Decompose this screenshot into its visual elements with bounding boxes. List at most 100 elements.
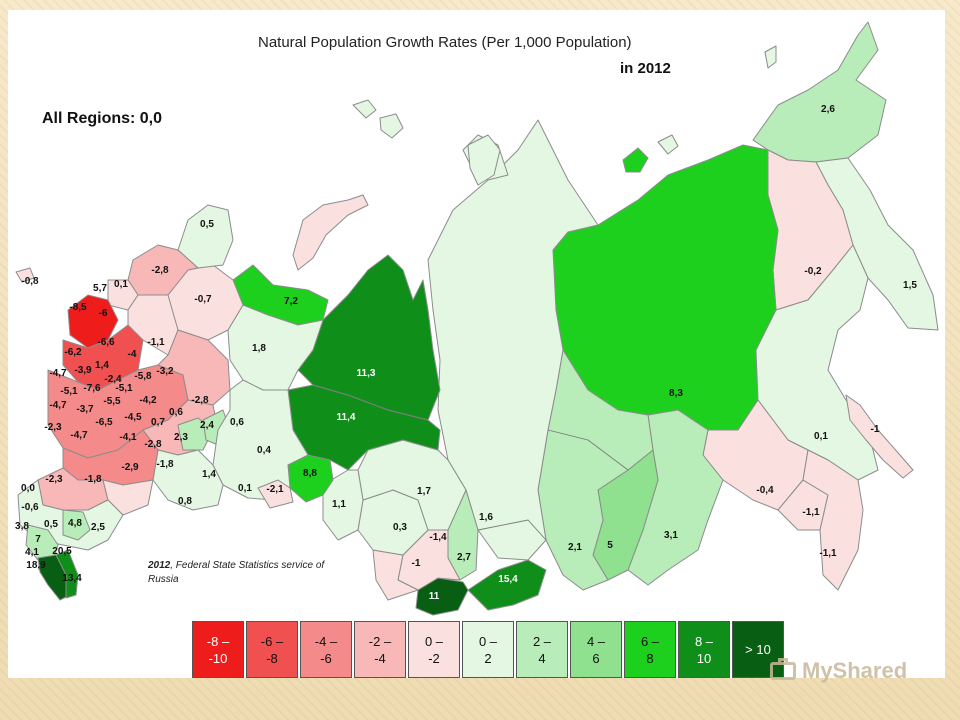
legend-item-bottom: 2 bbox=[484, 650, 492, 666]
legend-item: -4 – -6 bbox=[300, 621, 352, 678]
label-karelia: -2,8 bbox=[151, 265, 169, 276]
label-kbr: 3,8 bbox=[15, 521, 29, 532]
label-kemerovo: -1 bbox=[412, 558, 421, 569]
label-zabaikalsky: 3,1 bbox=[664, 530, 678, 541]
siberia-border-a bbox=[547, 429, 629, 471]
label-khanty: 11,4 bbox=[337, 412, 356, 423]
legend-item-top: 2 – bbox=[532, 633, 552, 649]
label-kamchatka: 1,5 bbox=[903, 280, 917, 291]
legend: -8 – -10 -6 – -8 -4 – -6 -2 – -4 0 – -2 0 –2 2 –4 4 … bbox=[192, 621, 786, 678]
label-mordovia: -4,5 bbox=[124, 412, 142, 423]
region-chukotka bbox=[752, 21, 887, 163]
legend-item-bottom: 10 bbox=[696, 650, 712, 666]
source-note: 2012, Federal State Statistics service o… bbox=[148, 559, 338, 587]
legend-item-top: 0 – bbox=[424, 633, 444, 649]
label-vladimir: -2,4 bbox=[104, 374, 122, 385]
label-smolensk: -4,7 bbox=[49, 368, 67, 379]
label-sakhalin: -1 bbox=[871, 424, 880, 435]
label-moscow-reg: -3,9 bbox=[74, 365, 92, 376]
region-omsk bbox=[322, 469, 364, 541]
label-vologda: -1,1 bbox=[147, 337, 165, 348]
legend-item-bottom: -10 bbox=[208, 650, 228, 666]
label-udmurtia: -2,8 bbox=[191, 395, 209, 406]
legend-item: 0 – -2 bbox=[408, 621, 460, 678]
label-bryansk: -4,7 bbox=[49, 400, 67, 411]
legend-item-top: 8 – bbox=[694, 633, 714, 649]
label-nizhny: -4,2 bbox=[139, 395, 157, 406]
label-saratov: 0,8 bbox=[178, 496, 192, 507]
label-moscow: 1,4 bbox=[95, 360, 109, 371]
legend-item-bottom: -8 bbox=[266, 650, 278, 666]
map-subtitle: in 2012 bbox=[620, 60, 671, 77]
region-island-6 bbox=[764, 45, 777, 69]
legend-item-bottom: -6 bbox=[320, 650, 332, 666]
label-khabarovsk: 0,1 bbox=[814, 431, 828, 442]
label-ivanovo: -5,8 bbox=[134, 371, 152, 382]
slide: -0,8 2,6 1,5 -0,2 8,3 0,1 -1 -0,4 -1,1 -… bbox=[8, 10, 945, 678]
all-regions-summary: All Regions: 0,0 bbox=[42, 110, 163, 127]
label-tomsk: 1,7 bbox=[417, 486, 431, 497]
map-title: Natural Population Growth Rates (Per 1,0… bbox=[258, 34, 632, 51]
label-altai-krai: -1,4 bbox=[429, 532, 447, 543]
label-irkutsk: 2,1 bbox=[568, 542, 582, 553]
label-khakassia: 2,7 bbox=[457, 552, 471, 563]
label-spb: 5,7 bbox=[93, 283, 107, 294]
label-amur: -0,4 bbox=[756, 485, 774, 496]
legend-item: 4 –6 bbox=[570, 621, 622, 678]
label-nenets: 7,2 bbox=[284, 296, 298, 307]
label-leningrad: 0,1 bbox=[114, 279, 128, 290]
label-tyva: 15,4 bbox=[498, 574, 518, 585]
label-magadan: -0,2 bbox=[804, 266, 822, 277]
label-kostroma: -4 bbox=[128, 349, 137, 360]
label-stavropol: 4,8 bbox=[68, 518, 82, 529]
label-belgorod: -6,5 bbox=[95, 417, 113, 428]
presentation-icon bbox=[770, 658, 796, 684]
label-yamal: 11,3 bbox=[357, 368, 376, 379]
label-novosibirsk: 0,3 bbox=[393, 522, 407, 533]
legend-item-bottom: 4 bbox=[538, 650, 546, 666]
region-stavropol bbox=[62, 509, 91, 541]
label-krasnodar: 0,0 bbox=[21, 483, 35, 494]
watermark-text: MyShared bbox=[802, 658, 908, 683]
region-south-volga bbox=[152, 449, 224, 511]
legend-item-bottom: 6 bbox=[592, 650, 600, 666]
region-kurgan bbox=[257, 479, 294, 509]
label-yaroslavl: -6,6 bbox=[97, 337, 115, 348]
legend-item: 6 –8 bbox=[624, 621, 676, 678]
legend-item: 2 –4 bbox=[516, 621, 568, 678]
label-kalmykia: 0,5 bbox=[44, 519, 58, 530]
label-adygea: -0,6 bbox=[21, 502, 39, 513]
source-year: 2012 bbox=[148, 560, 171, 571]
label-chukotka: 2,6 bbox=[821, 104, 835, 115]
label-tambov: -4,1 bbox=[119, 432, 137, 443]
region-island-1 bbox=[352, 99, 377, 119]
label-arkhangelsk: -0,7 bbox=[194, 294, 212, 305]
label-rostov: -2,3 bbox=[45, 474, 63, 485]
label-chuvashia: 0,7 bbox=[151, 417, 165, 428]
legend-item: -6 – -8 bbox=[246, 621, 298, 678]
region-sakhalin bbox=[845, 394, 914, 479]
label-kirov: -3,2 bbox=[156, 366, 174, 377]
region-labels: -0,8 2,6 1,5 -0,2 8,3 0,1 -1 -0,4 -1,1 -… bbox=[15, 104, 917, 602]
region-novaya-zemlya bbox=[292, 194, 369, 271]
region-komi bbox=[227, 304, 324, 391]
label-volgograd: -1,8 bbox=[84, 474, 102, 485]
label-chelyabinsk: 0,4 bbox=[257, 445, 271, 456]
region-dagestan bbox=[55, 549, 79, 599]
region-island-4 bbox=[622, 147, 649, 173]
label-orenburg: 0,1 bbox=[238, 483, 252, 494]
legend-item-top: 0 – bbox=[478, 633, 498, 649]
yamal-khanty-border bbox=[312, 384, 429, 421]
legend-item-top: -2 – bbox=[368, 633, 392, 649]
label-altai-rep: 11 bbox=[429, 591, 440, 602]
label-komi: 1,8 bbox=[252, 343, 266, 354]
legend-item-top: -8 – bbox=[206, 633, 230, 649]
label-primorye: -1,1 bbox=[819, 548, 837, 559]
region-island-2 bbox=[379, 113, 404, 139]
legend-item: > 10 bbox=[732, 621, 784, 678]
label-buryatia: 5 bbox=[607, 540, 613, 551]
legend-item-bottom: -4 bbox=[374, 650, 386, 666]
label-penza: -2,8 bbox=[144, 439, 162, 450]
label-tula: -7,6 bbox=[83, 383, 101, 394]
legend-item: -8 – -10 bbox=[192, 621, 244, 678]
